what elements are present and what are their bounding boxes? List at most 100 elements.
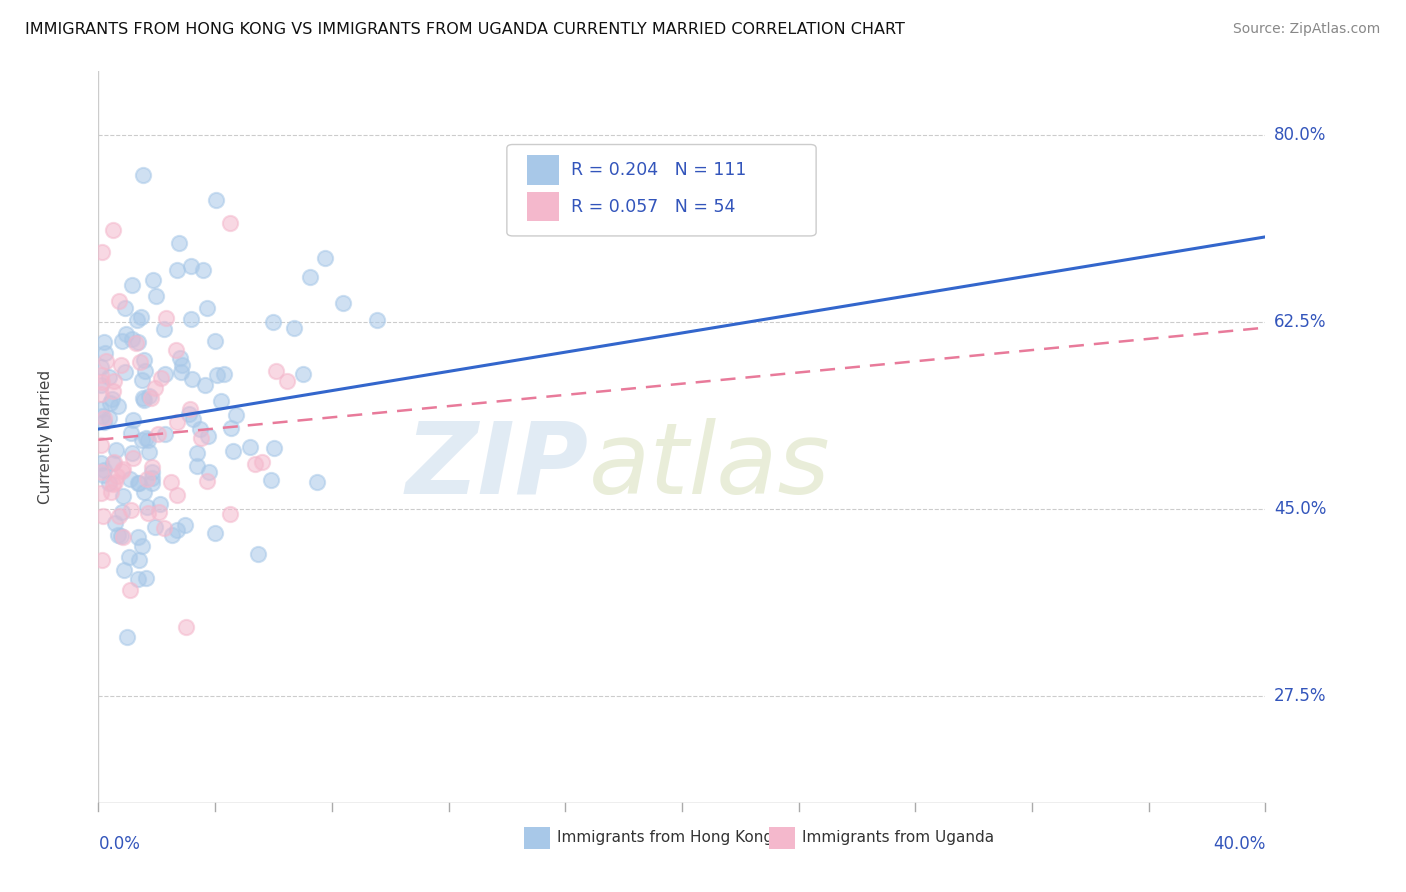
Text: R = 0.204   N = 111: R = 0.204 N = 111 [571,161,747,179]
Point [166,523,188,537]
Point [155,367,177,381]
Point [93,411,115,425]
Point [366,313,388,327]
Point [105,468,128,483]
FancyBboxPatch shape [527,192,560,221]
Point [219,421,242,435]
Point [136,472,159,486]
Point [314,252,336,266]
Point [90,368,112,382]
Point [166,415,188,429]
Point [128,552,150,566]
Point [101,384,124,398]
Point [243,457,266,471]
Point [262,315,284,329]
Point [103,223,125,237]
Point [204,334,226,348]
Point [195,301,218,315]
Point [264,364,287,378]
Point [263,442,285,456]
Point [128,475,150,490]
Point [111,464,134,478]
Point [179,402,201,417]
Point [142,273,165,287]
Point [129,310,152,325]
Point [332,295,354,310]
Point [90,456,112,470]
Point [120,503,142,517]
Point [108,509,131,524]
Point [127,476,149,491]
Point [166,488,188,502]
Point [90,244,112,259]
Point [136,434,159,448]
Text: R = 0.057   N = 54: R = 0.057 N = 54 [571,198,735,216]
Text: 80.0%: 80.0% [1274,127,1326,145]
Point [127,335,149,350]
Text: Immigrants from Uganda: Immigrants from Uganda [801,830,994,846]
Point [121,333,143,347]
Point [195,475,218,489]
Text: ZIP: ZIP [405,417,589,515]
Point [97,476,120,491]
Point [176,619,198,633]
Point [114,365,136,379]
Point [141,465,163,479]
Point [122,413,145,427]
Point [141,459,163,474]
Point [143,381,166,395]
Point [120,425,142,440]
Point [112,489,135,503]
Point [121,450,143,465]
Point [148,427,170,442]
Point [98,395,121,409]
Point [96,354,118,368]
Point [191,262,214,277]
Point [169,351,191,365]
Text: 0.0%: 0.0% [98,835,141,853]
Point [131,539,153,553]
FancyBboxPatch shape [524,827,550,849]
Point [129,355,152,369]
Point [180,259,202,273]
Point [250,455,273,469]
Point [90,438,112,452]
Point [134,364,156,378]
Point [135,571,157,585]
Point [91,375,114,389]
Point [90,386,112,401]
Point [218,216,240,230]
Point [127,313,149,327]
Point [132,484,155,499]
Point [136,506,159,520]
Point [145,289,167,303]
Point [141,470,163,484]
Point [138,389,160,403]
Point [103,374,125,388]
Point [183,412,205,426]
Point [239,440,262,454]
Point [153,521,176,535]
Point [115,327,138,342]
Point [194,377,217,392]
Point [219,507,242,521]
Point [118,549,141,564]
Point [204,526,226,541]
Point [291,367,314,381]
Point [121,277,143,292]
Text: Source: ZipAtlas.com: Source: ZipAtlas.com [1233,22,1381,37]
Point [111,530,134,544]
Point [166,263,188,277]
Text: IMMIGRANTS FROM HONG KONG VS IMMIGRANTS FROM UGANDA CURRENTLY MARRIED CORRELATIO: IMMIGRANTS FROM HONG KONG VS IMMIGRANTS … [25,22,905,37]
Point [110,359,132,373]
FancyBboxPatch shape [769,827,796,849]
Point [212,367,235,381]
Point [110,529,132,543]
Point [148,505,170,519]
Point [135,431,157,445]
Point [103,455,125,469]
Point [139,392,162,406]
Point [209,394,232,409]
Point [132,169,155,183]
Point [177,407,200,421]
